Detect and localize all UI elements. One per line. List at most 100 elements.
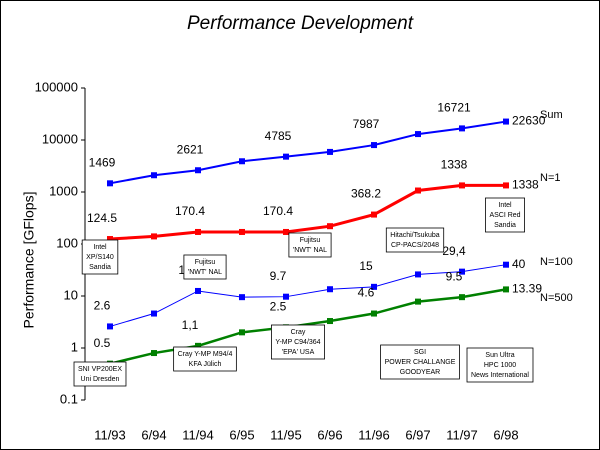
- y-tick-label: 0.1: [60, 391, 78, 406]
- y-tick-label: 1: [71, 339, 78, 354]
- point: [195, 228, 201, 235]
- annotation-box: [385, 227, 445, 253]
- y-tick-label: 10: [64, 287, 78, 302]
- annotation-text: ASCI Red: [489, 212, 520, 219]
- data-label: 16721: [437, 101, 471, 115]
- point: [415, 131, 421, 138]
- data-label: 22630: [512, 114, 546, 128]
- x-tick-label: 11/94: [182, 427, 214, 442]
- x-tick-label: 6/95: [229, 427, 254, 442]
- annotation: SNI VP200EX Uni Dresden: [73, 361, 127, 387]
- data-label: 4785: [265, 129, 292, 143]
- annotation: Fujitsu 'NWT' NAL: [183, 254, 227, 280]
- annotation-box: [485, 197, 525, 233]
- point: [503, 118, 509, 125]
- point: [283, 293, 289, 300]
- data-label: 4.6: [358, 286, 375, 300]
- annotation-text: SGI: [414, 349, 426, 356]
- annotation-text: Cray: [291, 329, 306, 336]
- x-tick-label: 11/95: [270, 427, 302, 442]
- annotation-box: [81, 239, 119, 275]
- point: [371, 310, 377, 317]
- annotation: Hitachi/Tsukuba CP-PACS/2048: [385, 227, 445, 253]
- annotation-text: CP-PACS/2048: [391, 242, 439, 249]
- data-label: 13.39: [512, 282, 542, 296]
- legend-label: N=500: [540, 292, 573, 304]
- point: [107, 236, 113, 243]
- annotation-text: Y-MP C94/364: [275, 339, 320, 346]
- y-axis-label: Performance [GFlops]: [21, 192, 37, 329]
- y-tick-label: 100000: [35, 79, 78, 94]
- x-tick-label: 6/97: [405, 427, 430, 442]
- point: [459, 268, 465, 275]
- annotation-text: XP/S140: [86, 254, 114, 261]
- point: [459, 294, 465, 301]
- point: [415, 271, 421, 278]
- data-label: 170.4: [175, 204, 205, 218]
- data-label: 29,4: [442, 244, 466, 258]
- point: [151, 350, 157, 357]
- data-label: 9.5: [446, 269, 463, 283]
- x-tick-label: 6/96: [317, 427, 342, 442]
- data-label: 9.7: [270, 269, 287, 283]
- x-tick-label: 6/98: [493, 427, 518, 442]
- point: [239, 294, 245, 301]
- annotation-text: Sandia: [89, 264, 111, 271]
- annotation: SGI POWER CHALLANGE GOODYEAR: [380, 344, 460, 380]
- point: [327, 223, 333, 230]
- annotation-text: Hitachi/Tsukuba: [390, 232, 440, 239]
- data-label: 1469: [89, 155, 116, 169]
- point: [283, 228, 289, 235]
- point: [503, 261, 509, 268]
- annotation-box: [271, 324, 325, 360]
- annotation-text: 'NWT' NAL: [188, 269, 222, 276]
- annotation: Cray Y-MP M94/4 KFA Jülich: [173, 346, 237, 372]
- annotation-text: Cray Y-MP M94/4: [178, 351, 233, 358]
- annotation-text: KFA Jülich: [189, 361, 222, 368]
- annotation: Intel XP/S140 Sandia: [81, 239, 119, 275]
- annotation-text: Uni Dresden: [81, 376, 120, 383]
- annotation-text: Sandia: [494, 222, 516, 229]
- point: [151, 233, 157, 240]
- data-label: 2.6: [94, 299, 111, 313]
- annotation-text: GOODYEAR: [400, 369, 440, 376]
- point: [195, 287, 201, 294]
- annotation: Fujitsu 'NWT' NAL: [288, 232, 332, 258]
- annotation: Cray Y-MP C94/364 'EPA' USA: [271, 324, 325, 360]
- data-label: 7987: [353, 117, 380, 131]
- data-label: 1338: [512, 178, 539, 192]
- data-label: 0.5: [94, 336, 111, 350]
- annotation: Sun Ultra HPC 1000 News International: [466, 347, 534, 383]
- series-line: [109, 264, 507, 327]
- point: [371, 211, 377, 218]
- point: [239, 329, 245, 336]
- annotation-text: Intel: [498, 202, 512, 209]
- annotation: Intel ASCI Red Sandia: [485, 197, 525, 233]
- data-label: 2.5: [270, 299, 287, 313]
- point: [151, 310, 157, 317]
- x-tick-label: 11/93: [94, 427, 126, 442]
- annotation-text: Intel: [93, 244, 107, 251]
- legend-label: N=1: [540, 172, 561, 184]
- point: [327, 148, 333, 155]
- point: [327, 318, 333, 325]
- annotation-box: [73, 361, 127, 387]
- point: [151, 172, 157, 179]
- annotation-box: [173, 346, 237, 372]
- point: [195, 167, 201, 174]
- annotation-text: SNI VP200EX: [78, 366, 122, 373]
- point: [503, 182, 509, 189]
- x-tick-label: 11/97: [446, 427, 478, 442]
- legend-label: Sum: [540, 109, 563, 121]
- point: [107, 323, 113, 330]
- annotation-box: [183, 254, 227, 280]
- point: [107, 180, 113, 187]
- point: [503, 286, 509, 293]
- x-tick-label: 11/96: [358, 427, 390, 442]
- data-label: 368.2: [351, 187, 381, 201]
- data-label: 1338: [441, 158, 468, 172]
- point: [459, 182, 465, 189]
- data-label: 15: [359, 259, 373, 273]
- point: [459, 125, 465, 132]
